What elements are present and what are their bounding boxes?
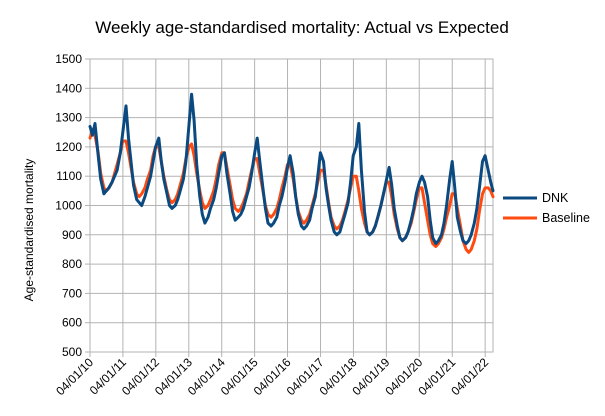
x-axis-ticks: 04/01/1004/01/1104/01/1204/01/1304/01/14… [53, 352, 492, 398]
y-tick-label: 1100 [56, 169, 82, 183]
y-tick-label: 1200 [55, 140, 82, 154]
y-axis-label: Age-standardised mortality [22, 159, 36, 302]
y-tick-label: 900 [62, 228, 82, 242]
y-tick-label: 1400 [55, 81, 82, 95]
chart-title: Weekly age-standardised mortality: Actua… [95, 18, 509, 37]
gridlines [89, 58, 493, 353]
y-tick-label: 500 [62, 345, 82, 359]
legend: DNK Baseline [503, 191, 590, 225]
y-tick-label: 1300 [55, 111, 82, 125]
y-axis-ticks: 500 600 700 800 900 1000 1100 1200 1300 1400 1500 [55, 52, 90, 359]
y-tick-label: 700 [62, 286, 82, 300]
series-line-dnk [88, 92, 495, 246]
y-tick-label: 1500 [55, 52, 82, 66]
y-tick-label: 1000 [55, 199, 82, 213]
y-tick-label: 600 [62, 316, 82, 330]
legend-label-baseline: Baseline [542, 211, 590, 225]
x-tick-label: 04/01/22 [448, 355, 491, 398]
y-tick-label: 800 [62, 257, 82, 271]
legend-label-dnk: DNK [542, 191, 569, 205]
series-lines [88, 92, 495, 254]
